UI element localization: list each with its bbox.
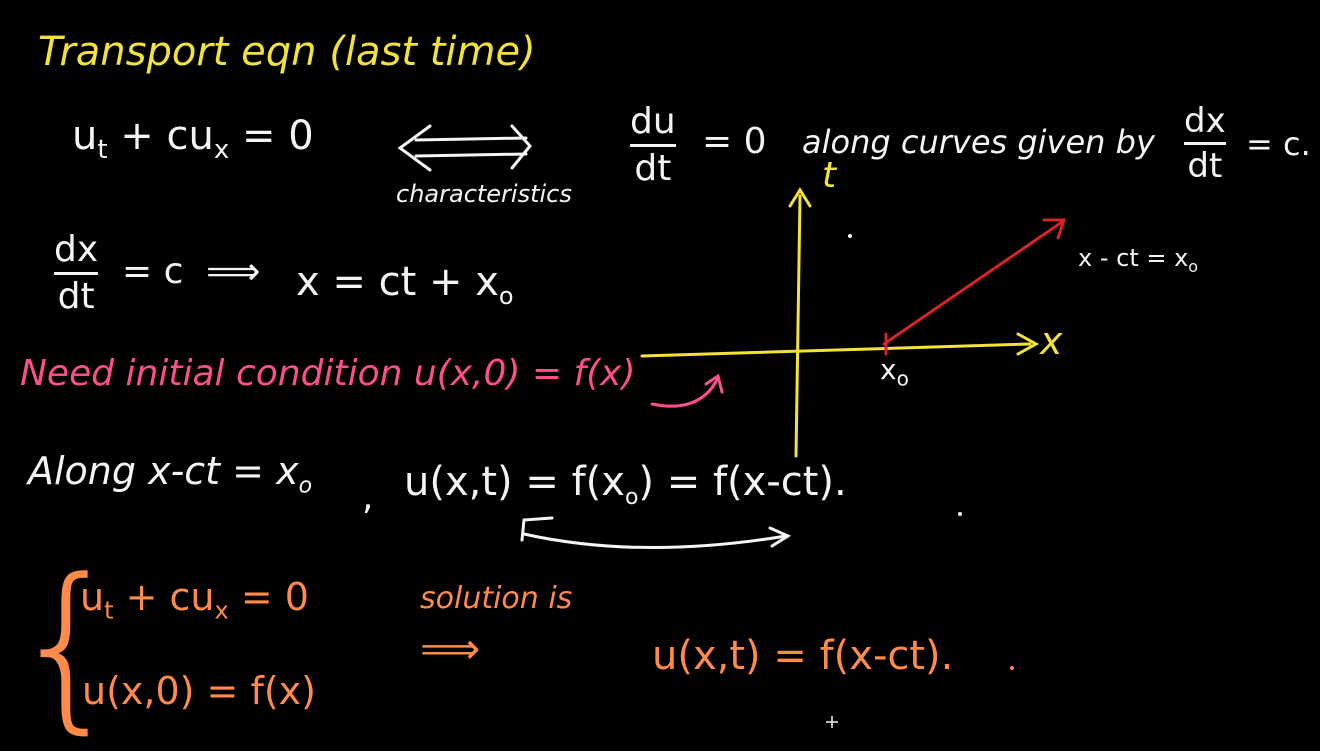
characteristics-label: characteristics [396,180,572,208]
pde-sub-t: t [97,135,108,165]
pde-u: u [72,113,98,159]
graph-x0-label: xo [880,356,909,389]
graph-x-label: x [1040,319,1063,363]
along-solution-text: u(x,t) = f(x [404,459,625,505]
along-solution: u(x,t) = f(xo) = f(x-ct). [404,462,847,509]
characteristic-line-label: x - ct = xo [1078,246,1198,275]
summary-solution-is: solution is [420,581,573,616]
summary-brace: { [10,541,125,750]
summary-result: u(x,t) = f(x-ct). [652,633,954,679]
along-curves-text: along curves given by [802,123,1155,161]
graph-x0-sub: o [896,366,909,391]
summary-line1: ut + cux = 0 [80,578,309,623]
substitution-arrow [520,516,792,550]
dt-denominator-top: dt [1187,146,1223,186]
graph-t-label: t [822,155,837,196]
char-implies-arrow: ⟹ [206,249,261,293]
dot-mark [848,234,852,238]
along-solution-sub: o [624,485,639,510]
du-dt-fraction: du dt [630,104,676,187]
summary-line2: u(x,0) = f(x) [82,669,316,713]
char-eq-c: = c [122,251,184,292]
along-solution-end: ) = f(x-ct). [638,459,847,505]
along-comma: , [362,477,374,518]
graph-x0-text: x [880,353,897,386]
t-axis-arrowhead [788,187,812,208]
dt-denominator: dt [634,148,672,189]
pde-equation: ut + cux = 0 [72,116,314,163]
summary-sub-t: t [104,596,114,625]
along-text-main: Along x-ct = x [28,449,299,493]
du-dt-bar [630,144,676,147]
char-result-sub: o [498,282,514,310]
dt-denominator-2: dt [57,276,95,317]
char-line-sub: o [1188,256,1199,276]
initial-condition: Need initial condition u(x,0) = f(x) [20,353,636,394]
initial-condition-arrowhead [704,373,724,394]
pde-plus-cu: + cu [120,113,214,159]
char-result: x = ct + xo [296,262,514,308]
along-text: Along x-ct = xo [28,452,312,498]
characteristic-red-line [882,218,1067,356]
summary-sub-x: x [214,596,229,625]
x-axis [640,342,1032,358]
period-mark [958,512,962,516]
summary-u: u [80,575,105,619]
dx-numerator: dx [54,229,99,270]
pde-sub-x: x [213,135,230,165]
char-result-text: x = ct + x [296,259,499,305]
title: Transport eqn (last time) [38,29,536,75]
dx-dt-bar-top [1184,142,1226,145]
pde-eq-zero: = 0 [241,113,314,159]
graph-axes [640,187,1040,458]
t-axis [794,194,802,458]
cursor-crosshair-icon [826,716,838,728]
du-numerator: du [630,101,676,142]
summary-eq-zero: = 0 [240,575,309,619]
ode-eq-c: = c. [1246,125,1311,163]
x-axis-arrowhead [1016,332,1040,356]
period-mark-2 [1010,666,1014,670]
char-line-text: x - ct = x [1078,244,1189,272]
initial-condition-arrow [650,376,720,408]
dx-dt-bar [54,272,99,275]
along-text-sub: o [298,473,313,499]
ode-eq-zero: = 0 [702,121,767,162]
dx-dt-fraction: dx dt [54,229,99,317]
summary-implies-arrow: ⟹ [420,624,481,673]
dx-numerator-top: dx [1184,101,1226,141]
equivalence-double-arrow [397,124,532,172]
summary-plus-cu: + cu [125,575,215,619]
dx-dt-fraction-top: dx dt [1184,104,1226,183]
